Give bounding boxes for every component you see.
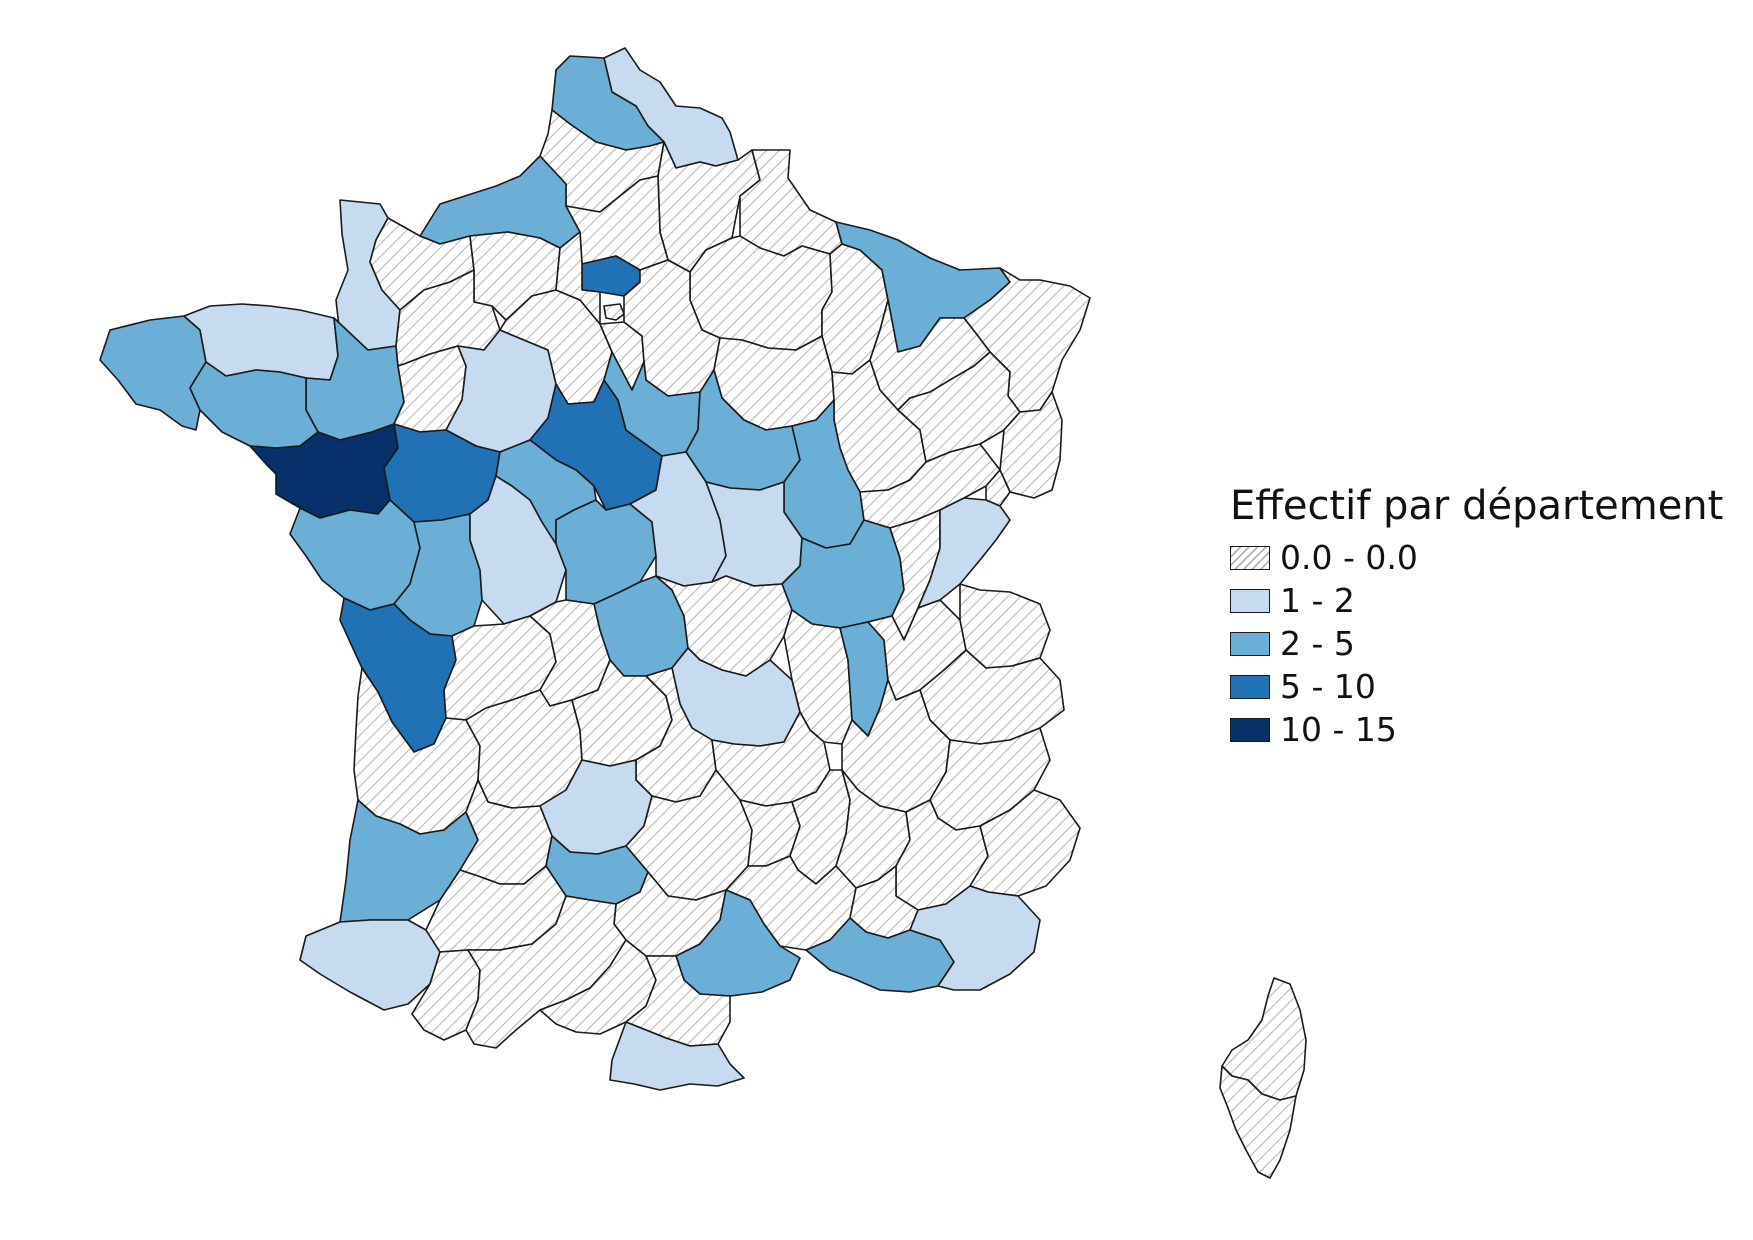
department-pyrenees-orientales: Pyrénées-Orientales <box>609 1021 745 1091</box>
legend-label: 2 - 5 <box>1280 624 1355 663</box>
legend-swatch <box>1230 631 1270 656</box>
department-doubs: Doubs <box>917 497 1011 609</box>
department-alpes-maritimes: Alpes-Maritimes <box>969 789 1081 897</box>
department-indre: Indre <box>555 499 657 605</box>
legend-entry: 1 - 2 <box>1230 579 1720 622</box>
department-corse-du-sud: Corse-du-Sud <box>1219 1065 1297 1179</box>
legend-swatch <box>1230 717 1270 742</box>
legend-entry: 0.0 - 0.0 <box>1230 536 1720 579</box>
department-haut-rhin: Haut-Rhin <box>999 391 1063 499</box>
legend-entry: 10 - 15 <box>1230 708 1720 751</box>
legend-swatch <box>1230 588 1270 613</box>
department-var: Var <box>909 885 1041 991</box>
department-allier: Allier <box>655 575 793 677</box>
legend-entry: 2 - 5 <box>1230 622 1720 665</box>
legend-title: Effectif par département <box>1230 483 1724 529</box>
departments-layer: NordPas-de-CalaisSommeAisneSeine-Maritim… <box>99 47 1307 1179</box>
department-pyrenees-atlantiques: Pyrénées-Atlantiques <box>299 919 441 1011</box>
legend-label: 0.0 - 0.0 <box>1280 538 1418 577</box>
department-marne: Marne <box>689 235 833 351</box>
department-vendee: Vendée <box>289 499 421 611</box>
legend-label: 1 - 2 <box>1280 581 1355 620</box>
department-haute-savoie: Haute-Savoie <box>959 583 1051 669</box>
department-paris: Paris <box>603 303 625 321</box>
legend-label: 5 - 10 <box>1280 667 1376 706</box>
legend-swatch <box>1230 674 1270 699</box>
department-finistere: Finistère <box>99 315 207 431</box>
legend-entry: 5 - 10 <box>1230 665 1720 708</box>
department-yvelines: Yvelines <box>555 231 601 325</box>
legend-swatch <box>1230 545 1270 570</box>
legend-entries: 0.0 - 0.0 1 - 2 2 - 5 5 - 10 10 - 15 <box>1230 536 1720 751</box>
map-legend: Effectif par département 0.0 - 0.0 1 - 2… <box>1230 482 1724 751</box>
legend-label: 10 - 15 <box>1280 710 1397 749</box>
